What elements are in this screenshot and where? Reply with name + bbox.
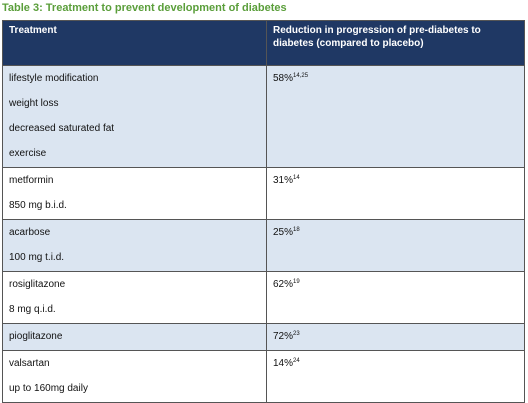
header-row: Treatment Reduction in progression of pr… xyxy=(2,20,525,66)
treatment-cell: acarbose 100 mg t.i.d. xyxy=(2,219,267,272)
reduction-cell: 72%23 xyxy=(266,323,525,351)
reference: 18 xyxy=(293,227,300,233)
reduction-value: 62% xyxy=(273,279,294,290)
treatment-line: 8 mg q.i.d. xyxy=(9,304,56,315)
reference: 23 xyxy=(293,331,300,337)
table-row: valsartan up to 160mg daily 14%24 xyxy=(2,350,525,403)
treatment-line: 850 mg b.i.d. xyxy=(9,200,67,211)
treatment-line: metformin xyxy=(9,175,54,186)
treatment-cell: pioglitazone xyxy=(2,323,267,351)
table-row: rosiglitazone 8 mg q.i.d. 62%19 xyxy=(2,271,525,324)
treatment-cell: metformin 850 mg b.i.d. xyxy=(2,167,267,220)
reduction-cell: 58%14,25 xyxy=(266,65,525,168)
treatment-line: up to 160mg daily xyxy=(9,383,88,394)
treatment-line: rosiglitazone xyxy=(9,279,66,290)
reduction-cell: 62%19 xyxy=(266,271,525,324)
reduction-value: 72% xyxy=(273,331,294,342)
table-title: Table 3: Treatment to prevent developmen… xyxy=(2,2,287,14)
reduction-value: 25% xyxy=(273,227,294,238)
table-row: pioglitazone 72%23 xyxy=(2,323,525,351)
treatment-line: pioglitazone xyxy=(9,331,63,342)
table-row: lifestyle modification weight loss decreas… xyxy=(2,65,525,168)
table-header: Treatment Reduction in progression of pr… xyxy=(2,20,525,66)
treatment-cell: valsartan up to 160mg daily xyxy=(2,350,267,403)
reduction-cell: 31%14 xyxy=(266,167,525,220)
reduction-value: 14% xyxy=(273,358,294,369)
reduction-cell: 14%24 xyxy=(266,350,525,403)
table: Treatment Reduction in progression of pr… xyxy=(2,20,525,403)
treatment-line: valsartan xyxy=(9,358,50,369)
treatment-line: lifestyle modification xyxy=(9,73,99,84)
treatment-line: acarbose xyxy=(9,227,51,238)
treatment-line: decreased saturated fat xyxy=(9,123,115,134)
header-cell: Treatment xyxy=(2,20,267,66)
treatment-cell: lifestyle modification weight loss decreas… xyxy=(2,65,267,168)
table-body: lifestyle modification weight loss decreas… xyxy=(2,65,525,403)
treatment-line: weight loss xyxy=(9,98,59,109)
reduction-value: 31% xyxy=(273,175,294,186)
reduction-cell: 25%18 xyxy=(266,219,525,272)
treatment-line: exercise xyxy=(9,148,47,159)
reference: 14 xyxy=(293,175,300,181)
treatment-cell: rosiglitazone 8 mg q.i.d. xyxy=(2,271,267,324)
reference: 14,25 xyxy=(293,73,309,79)
table-row: metformin 850 mg b.i.d. 31%14 xyxy=(2,167,525,220)
header-cell: Reduction in progression of pre-diabetes… xyxy=(266,20,525,66)
reference: 19 xyxy=(293,279,300,285)
reduction-value: 58% xyxy=(273,73,294,84)
table-row: acarbose 100 mg t.i.d. 25%18 xyxy=(2,219,525,272)
treatment-line: 100 mg t.i.d. xyxy=(9,252,65,263)
reference: 24 xyxy=(293,358,300,364)
